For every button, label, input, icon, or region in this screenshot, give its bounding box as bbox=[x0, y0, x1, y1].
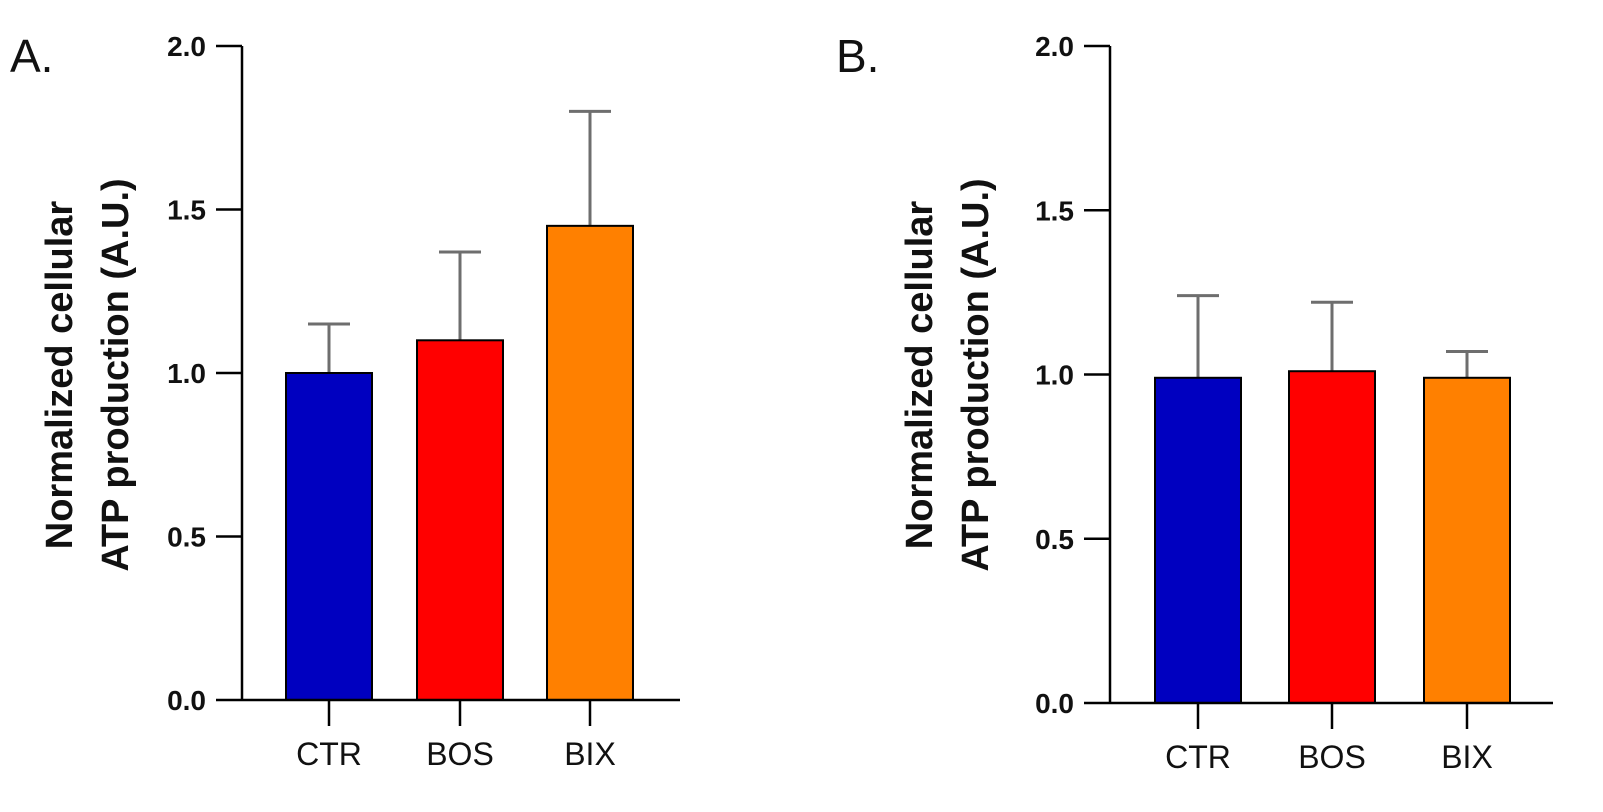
x-tick-label-bos: BOS bbox=[1298, 739, 1366, 775]
bar-bos bbox=[1288, 370, 1376, 704]
y-tick-label: 0.5 bbox=[167, 522, 206, 553]
panel-label: A. bbox=[10, 30, 53, 82]
bar-bos bbox=[416, 339, 504, 701]
bar-bix bbox=[546, 224, 634, 701]
x-tick-label-bix: BIX bbox=[564, 736, 616, 772]
y-axis-label-line2: ATP production (A.U.) bbox=[955, 178, 997, 571]
y-tick-label: 1.0 bbox=[167, 358, 206, 389]
y-tick-label: 0.0 bbox=[167, 685, 206, 716]
y-tick-label: 2.0 bbox=[1035, 31, 1074, 62]
bar-ctr bbox=[1154, 376, 1242, 704]
y-tick-label: 1.0 bbox=[1035, 360, 1074, 391]
bar-ctr bbox=[285, 372, 373, 701]
y-tick-label: 1.5 bbox=[167, 195, 206, 226]
x-tick-label-bos: BOS bbox=[426, 736, 494, 772]
x-tick-label-ctr: CTR bbox=[1165, 739, 1231, 775]
x-tick-label-bix: BIX bbox=[1441, 739, 1493, 775]
y-tick-label: 0.5 bbox=[1035, 524, 1074, 555]
x-tick-label-ctr: CTR bbox=[296, 736, 362, 772]
y-tick-label: 0.0 bbox=[1035, 688, 1074, 719]
chart-panel-a: A. Normalized cellular ATP production (A.U… bbox=[10, 30, 680, 772]
panel-label: B. bbox=[836, 30, 879, 82]
y-axis-label-line1: Normalized cellular bbox=[39, 201, 81, 550]
y-tick-label: 2.0 bbox=[167, 31, 206, 62]
chart-panel-b: B. Normalized cellular ATP production (A.U… bbox=[836, 30, 1553, 775]
y-axis-label-line1: Normalized cellular bbox=[899, 201, 941, 550]
y-axis-label-line2: ATP production (A.U.) bbox=[95, 178, 137, 571]
y-tick-label: 1.5 bbox=[1035, 195, 1074, 226]
bar-bix bbox=[1423, 376, 1511, 704]
